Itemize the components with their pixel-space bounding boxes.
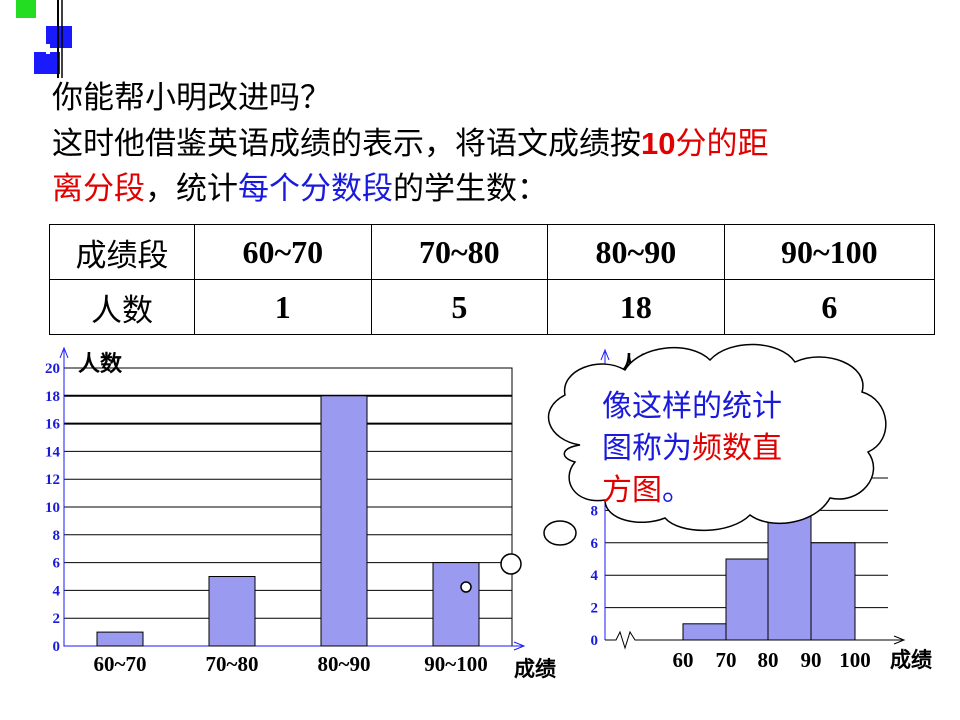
intro-text-a: 这时他借鉴英语成绩的表示，将语文成绩按 bbox=[52, 126, 641, 162]
intro-text-e: ，统计 bbox=[145, 171, 238, 207]
table-cell: 1 bbox=[194, 279, 372, 335]
chart1-x-tick-label: 60~70 bbox=[94, 652, 147, 676]
table-cell: 80~90 bbox=[547, 224, 725, 280]
chart1-y-tick-label: 16 bbox=[45, 417, 61, 433]
intro-text-d: 离分段 bbox=[52, 171, 145, 207]
chart1-y-tick-label: 12 bbox=[45, 472, 60, 488]
chart1-y-tick-label: 4 bbox=[53, 583, 61, 599]
thought-bubble-small bbox=[460, 581, 472, 593]
chart1-y-tick-label: 10 bbox=[45, 500, 60, 516]
chart2-x-tick-label: 60 bbox=[673, 648, 694, 672]
chart2-y-arrow bbox=[600, 348, 610, 361]
intro-text-f: 每个分数段 bbox=[238, 171, 393, 207]
chart1-y-tick-label: 20 bbox=[45, 361, 60, 377]
intro-text: 你能帮小明改进吗？ 这时他借鉴英语成绩的表示，将语文成绩按10分的距 离分段，统… bbox=[52, 76, 932, 212]
score-table: 成绩段 60~70 70~80 80~90 90~100 人数 1 5 18 6 bbox=[49, 224, 936, 335]
chart1-y-arrow bbox=[59, 346, 69, 359]
chart2-y-tick-label: 2 bbox=[591, 601, 599, 617]
chart1-bar bbox=[208, 576, 256, 647]
callout-text-a: 图称为 bbox=[602, 431, 692, 466]
thought-bubble-large bbox=[543, 520, 577, 546]
chart1-y-axis-label: 人数 bbox=[78, 351, 123, 377]
chart2-y-tick-label: 0 bbox=[591, 633, 599, 649]
chart1-x-tick-label: 70~80 bbox=[206, 652, 259, 676]
chart1-x-tick-label: 80~90 bbox=[318, 652, 371, 676]
callout-line-2: 图称为频数直 bbox=[602, 428, 842, 470]
table-cell: 6 bbox=[723, 279, 936, 335]
table-row-ranges: 成绩段 60~70 70~80 80~90 90~100 bbox=[49, 224, 936, 280]
chart1-x-axis-label: 成绩 bbox=[514, 657, 556, 681]
table-cell: 90~100 bbox=[723, 224, 936, 280]
chart2-y-tick-label: 4 bbox=[591, 568, 599, 584]
chart1-y-tick-label: 18 bbox=[45, 389, 60, 405]
intro-line-1: 你能帮小明改进吗？ bbox=[52, 76, 932, 121]
chart1-x-tick-label: 90~100 bbox=[424, 652, 487, 676]
table-header-counts: 人数 bbox=[49, 279, 195, 335]
callout-text-c: 方图 bbox=[602, 473, 662, 508]
intro-line-3: 离分段，统计每个分数段的学生数： bbox=[52, 167, 932, 212]
chart2-x-tick-label: 80 bbox=[758, 648, 779, 672]
chart2-bar bbox=[810, 542, 856, 641]
intro-number-10: 10 bbox=[641, 126, 676, 161]
chart2-x-tick-label: 90 bbox=[801, 648, 822, 672]
table-cell: 18 bbox=[547, 279, 725, 335]
thought-bubble-medium bbox=[500, 553, 522, 575]
chart1-bar bbox=[432, 562, 480, 647]
intro-text-c: 分的距 bbox=[675, 126, 769, 162]
thought-cloud bbox=[547, 343, 887, 532]
table-header-ranges: 成绩段 bbox=[49, 224, 195, 280]
chart2-x-tick-label: 100 bbox=[839, 648, 871, 672]
chart1-y-tick-label: 0 bbox=[53, 639, 61, 655]
intro-text-g: 的学生数： bbox=[393, 171, 548, 207]
callout-text: 像这样的统计 图称为频数直 方图。 bbox=[602, 386, 842, 512]
callout-text-b: 频数直 bbox=[692, 431, 782, 466]
corner-decoration bbox=[16, 0, 72, 78]
chart1-y-tick-label: 2 bbox=[53, 611, 61, 627]
chart2-bar bbox=[682, 623, 727, 641]
table-cell: 5 bbox=[370, 279, 549, 335]
chart1-y-tick-label: 8 bbox=[53, 528, 61, 544]
chart2-x-axis-label: 成绩 bbox=[890, 648, 932, 672]
intro-line-2: 这时他借鉴英语成绩的表示，将语文成绩按10分的距 bbox=[52, 121, 932, 167]
chart2-y-tick-label: 6 bbox=[591, 536, 599, 552]
callout-line-3: 方图。 bbox=[602, 470, 842, 512]
callout-text-d: 。 bbox=[662, 473, 692, 508]
chart1-x-arrow bbox=[513, 641, 526, 651]
chart1-bar bbox=[96, 631, 144, 647]
table-row-counts: 人数 1 5 18 6 bbox=[49, 279, 936, 335]
chart1-y-tick-label: 6 bbox=[53, 556, 61, 572]
chart2-y-tick-label: 8 bbox=[591, 503, 599, 519]
intro-question: 你能帮小明改进吗？ bbox=[52, 80, 331, 116]
chart1-bar bbox=[320, 395, 368, 647]
chart2-x-tick-label: 70 bbox=[716, 648, 737, 672]
chart2-bar bbox=[725, 558, 769, 641]
chart2-x-axis bbox=[605, 630, 902, 650]
chart1-y-tick-label: 14 bbox=[45, 444, 61, 460]
chart2-x-arrow bbox=[893, 635, 906, 645]
callout-line-1: 像这样的统计 bbox=[602, 389, 782, 424]
table-cell: 60~70 bbox=[194, 224, 372, 280]
